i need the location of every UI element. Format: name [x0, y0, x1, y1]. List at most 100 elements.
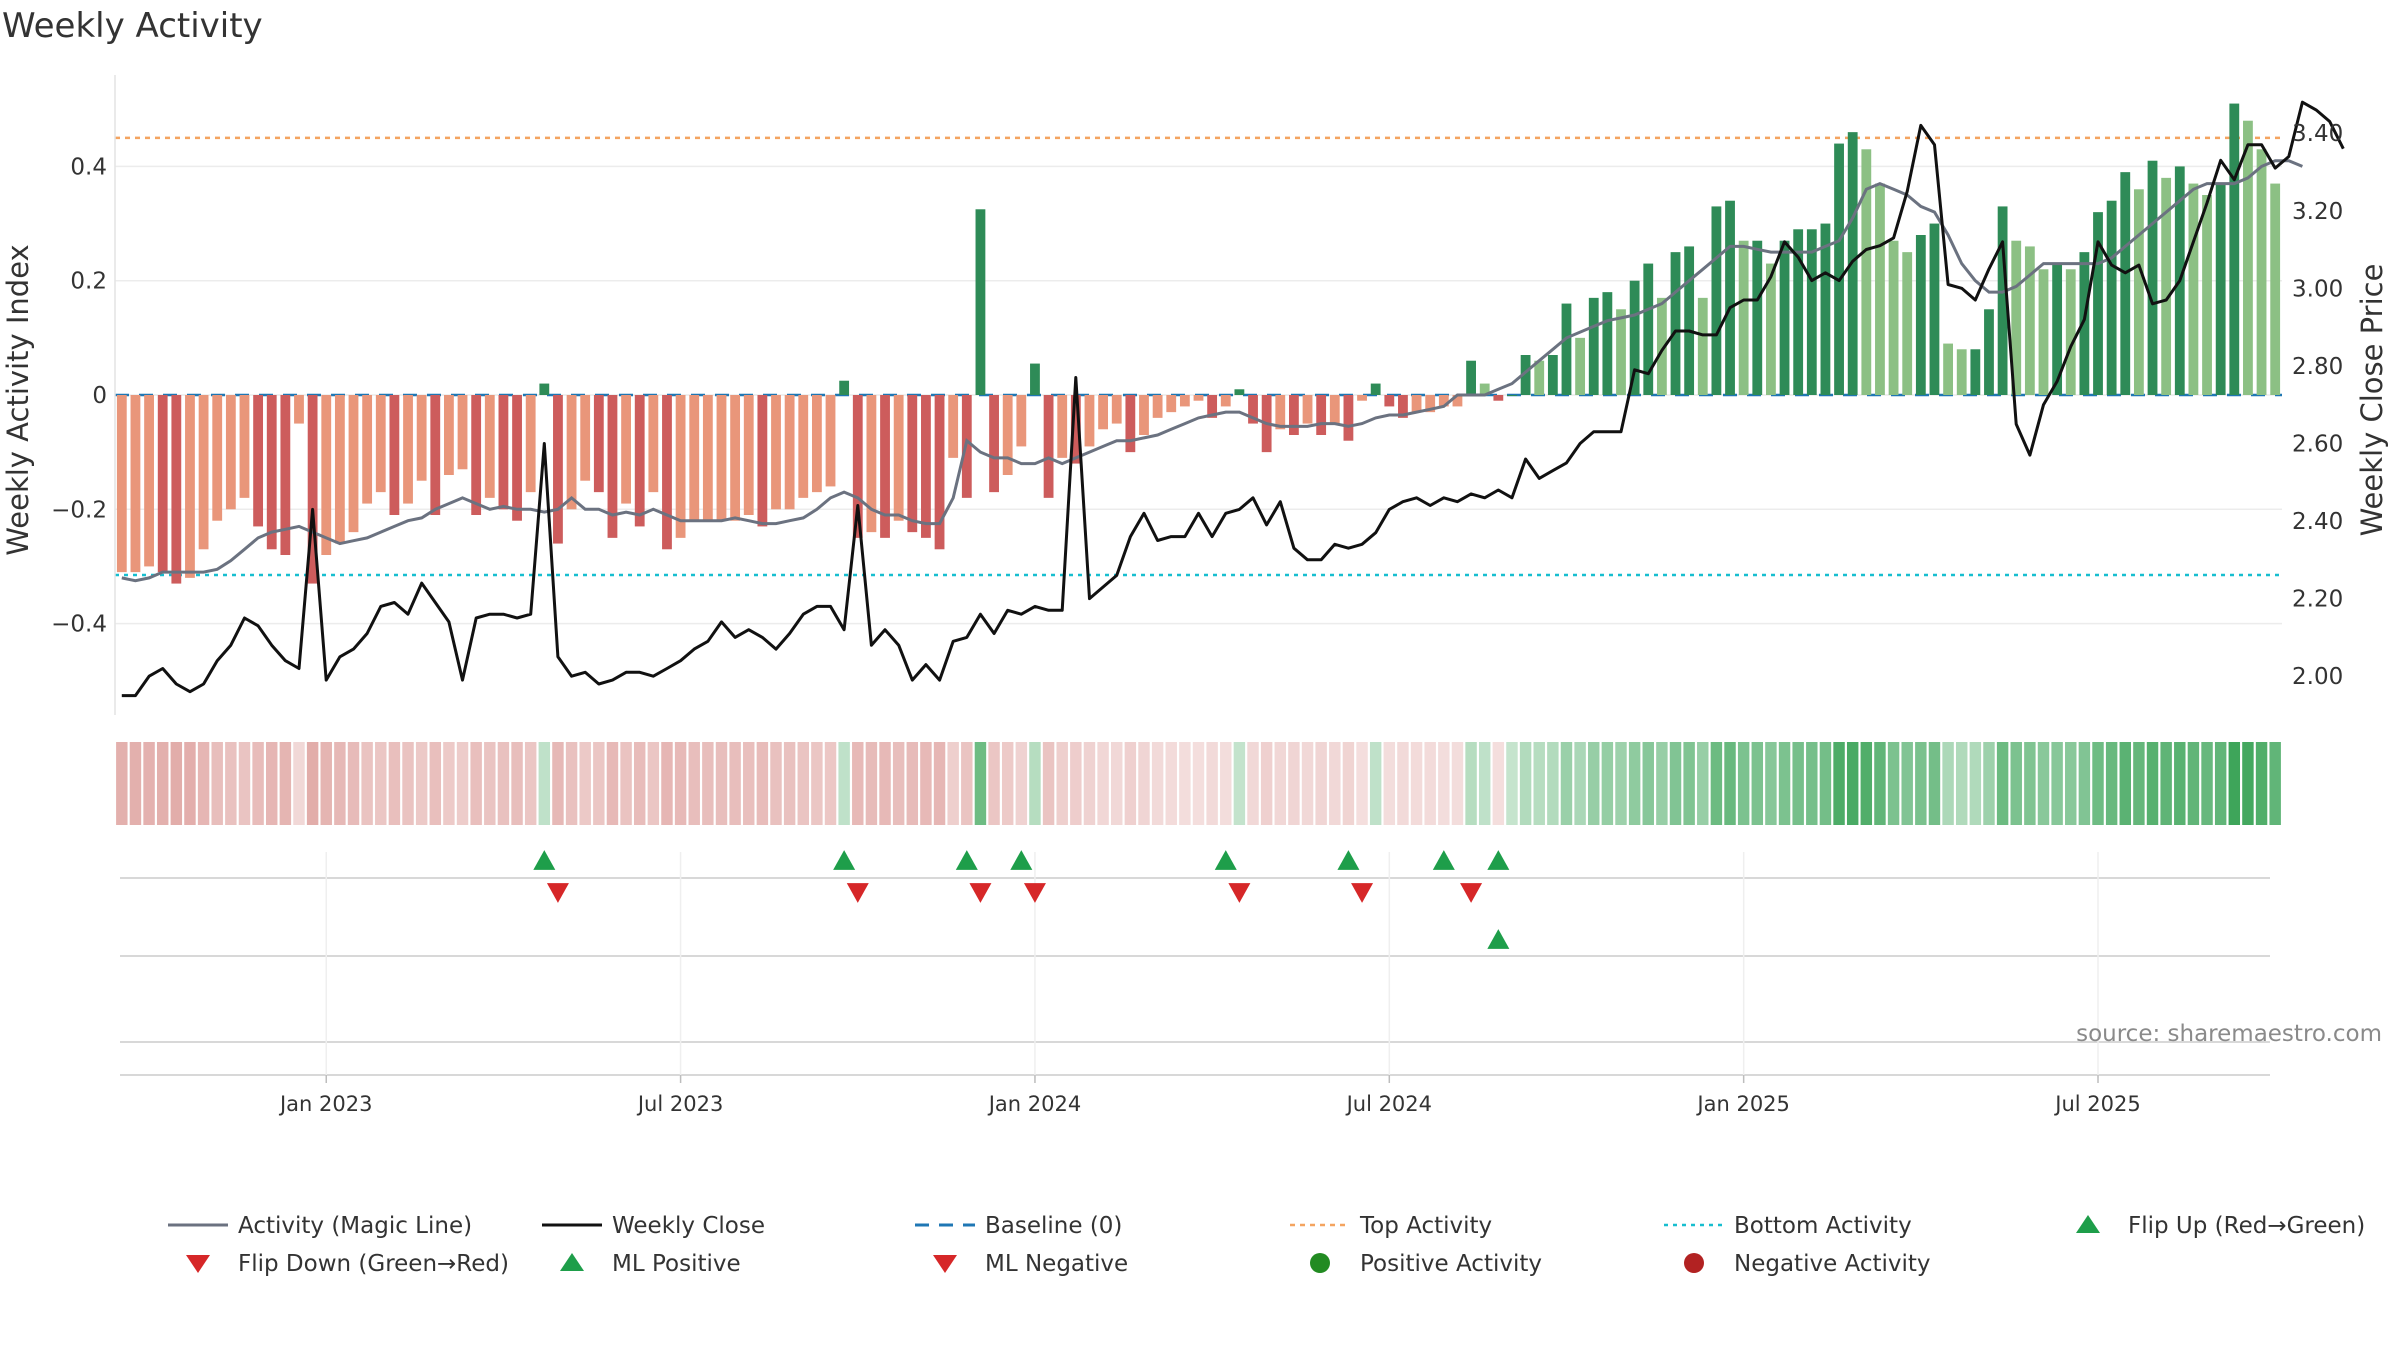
- heat-cell: [1288, 742, 1300, 825]
- heat-cell: [1765, 742, 1777, 825]
- activity-bar: [239, 395, 250, 498]
- heat-cell: [1342, 742, 1355, 825]
- legend-item-bottom: Bottom Activity: [1664, 1213, 1912, 1239]
- activity-bar: [157, 395, 168, 573]
- heat-cell: [1601, 742, 1614, 825]
- magic-line-series: [121, 159, 2303, 583]
- activity-bar: [348, 395, 359, 533]
- heat-cell: [1438, 742, 1450, 825]
- activity-bar: [1738, 240, 1749, 395]
- y2-tick-label: 3.40: [2292, 121, 2343, 147]
- y-tick-label: 0.2: [70, 269, 107, 295]
- heat-cell: [756, 742, 769, 825]
- heat-cell: [184, 742, 196, 825]
- heat-cell: [2214, 742, 2227, 825]
- heat-cell: [334, 742, 346, 825]
- activity-bar: [389, 395, 400, 515]
- activity-bar: [1970, 349, 1981, 395]
- activity-bar: [1616, 309, 1626, 395]
- activity-bar: [825, 395, 836, 487]
- legend-label: Flip Down (Green→Red): [238, 1251, 509, 1277]
- activity-bar: [1166, 395, 1177, 413]
- legend-swatch: [560, 1253, 584, 1271]
- heat-cell: [1778, 742, 1791, 825]
- legend-label: Bottom Activity: [1734, 1213, 1912, 1239]
- heat-cell: [1056, 742, 1068, 825]
- y-tick-label: −0.4: [51, 612, 107, 638]
- activity-bar: [1493, 395, 1504, 401]
- heat-cell: [1029, 742, 1041, 825]
- legend-label: ML Positive: [612, 1251, 741, 1277]
- heat-cell: [197, 742, 210, 825]
- legend-label: Flip Up (Red→Green): [2128, 1213, 2365, 1239]
- heat-cell: [1846, 742, 1859, 825]
- activity-heat-strip: [116, 742, 2281, 825]
- activity-bar: [866, 395, 877, 533]
- activity-bar: [1275, 395, 1286, 430]
- activity-bar: [1043, 395, 1054, 498]
- activity-bar: [1629, 280, 1640, 395]
- activity-bar: [1466, 360, 1476, 395]
- heat-cell: [1424, 742, 1436, 825]
- heat-cell: [2024, 742, 2036, 825]
- heat-cell: [1165, 742, 1177, 825]
- heat-cell: [320, 742, 332, 825]
- activity-bar: [1520, 355, 1531, 395]
- activity-bars: [116, 103, 2281, 584]
- legend-swatch: [2076, 1215, 2100, 1233]
- activity-bar: [1806, 229, 1817, 395]
- activity-bar: [1248, 395, 1258, 424]
- activity-bar: [2188, 183, 2199, 395]
- activity-bar: [948, 395, 959, 458]
- activity-bar: [253, 395, 264, 527]
- activity-bar: [662, 395, 672, 550]
- heat-cell: [1383, 742, 1396, 825]
- activity-bar: [716, 395, 727, 521]
- x-tick-label: Jan 2023: [278, 1092, 373, 1116]
- heat-cell: [2228, 742, 2241, 825]
- x-tick-label: Jul 2025: [2053, 1092, 2140, 1116]
- heat-cell: [743, 742, 755, 825]
- activity-bar: [907, 395, 918, 533]
- activity-bar: [975, 209, 986, 395]
- heat-cell: [375, 742, 387, 825]
- activity-bar: [130, 395, 141, 573]
- activity-bar: [2256, 149, 2267, 395]
- heat-cell: [1097, 742, 1109, 825]
- heat-cell: [1996, 742, 2009, 825]
- heat-cell: [988, 742, 1000, 825]
- activity-bar: [621, 395, 631, 504]
- heat-cell: [1506, 742, 1518, 825]
- heat-cell: [811, 742, 823, 825]
- y2-tick-label: 2.20: [2292, 587, 2343, 613]
- heat-cell: [524, 742, 537, 825]
- activity-bar: [1193, 395, 1204, 401]
- legend-item-mlneg: ML Negative: [933, 1251, 1128, 1277]
- flip-up-marker: [1010, 850, 1033, 870]
- activity-bar: [225, 395, 236, 510]
- heat-cell: [852, 742, 864, 825]
- y2-tick-label: 2.00: [2292, 664, 2343, 690]
- legend-label: Weekly Close: [612, 1213, 765, 1239]
- y-tick-label: −0.2: [51, 497, 107, 523]
- activity-bar: [1479, 383, 1490, 395]
- legend-item-top: Top Activity: [1290, 1213, 1492, 1239]
- flip-up-marker: [1487, 850, 1510, 870]
- heat-cell: [1955, 742, 1968, 825]
- activity-bar: [2011, 240, 2022, 395]
- heat-cell: [2010, 742, 2022, 825]
- heat-cell: [620, 742, 632, 825]
- legend-label: Top Activity: [1359, 1213, 1492, 1239]
- heat-cell: [1397, 742, 1409, 825]
- heat-cell: [470, 742, 482, 825]
- heat-cell: [1260, 742, 1273, 825]
- activity-bar: [2147, 160, 2158, 395]
- activity-bar: [1929, 223, 1940, 395]
- activity-bar: [266, 395, 277, 550]
- activity-bar: [539, 383, 550, 395]
- legend-label: Activity (Magic Line): [238, 1213, 472, 1239]
- activity-bar: [1452, 395, 1463, 407]
- heat-cell: [1451, 742, 1464, 825]
- heat-cell: [974, 742, 987, 825]
- heat-cell: [116, 742, 128, 825]
